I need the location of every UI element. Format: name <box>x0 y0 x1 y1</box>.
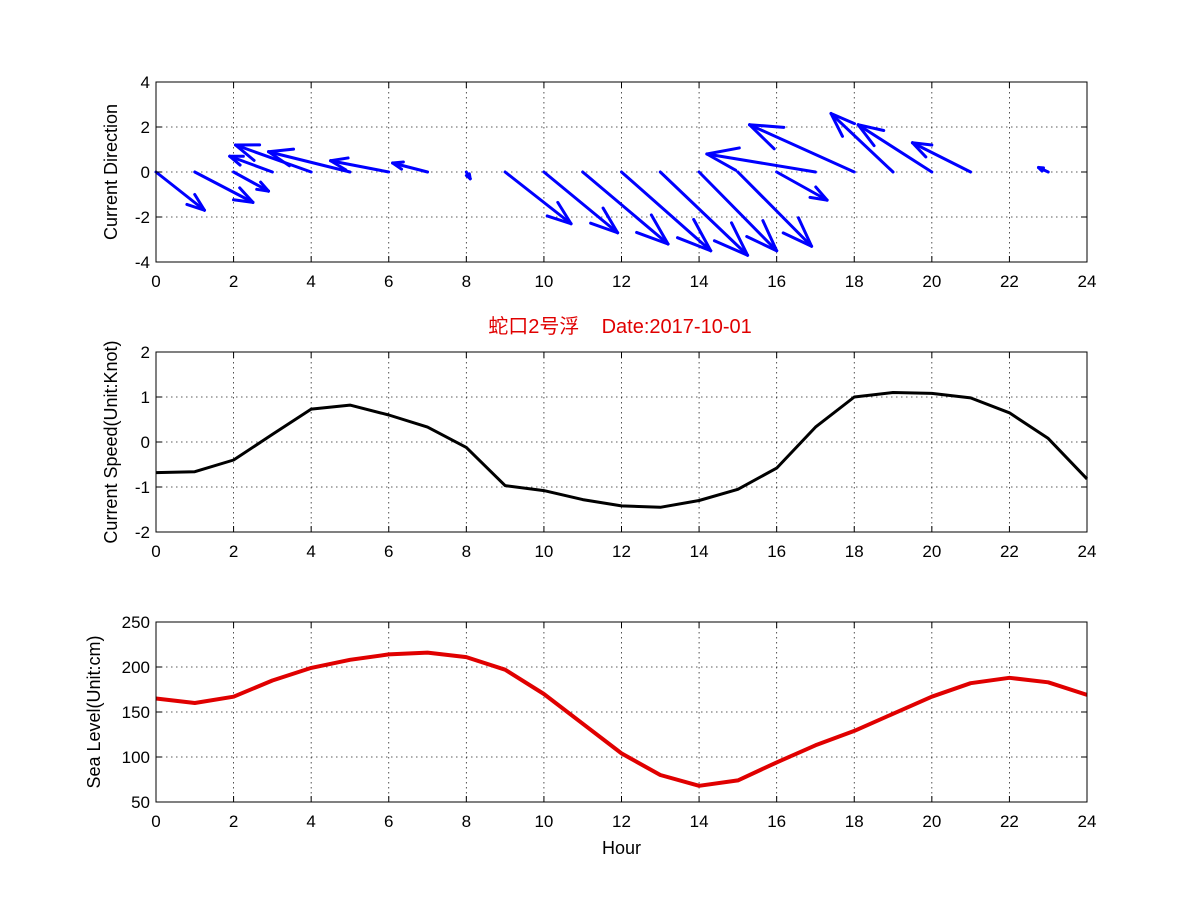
current-speed-xtick-label-3: 6 <box>384 542 393 561</box>
current-arrow-7 <box>391 160 430 174</box>
current-direction-ytick-label-3: 2 <box>141 118 150 137</box>
sea-level-ylabel: Sea Level(Unit:cm) <box>84 635 104 788</box>
current-arrow-23 <box>1037 166 1050 174</box>
sea-level-ytick-label-2: 150 <box>122 703 150 722</box>
sea-level-xlabel: Hour <box>602 838 641 858</box>
current-direction-ytick-label-2: 0 <box>141 163 150 182</box>
current-arrow-5 <box>266 147 352 174</box>
sea-level-xtick-label-3: 6 <box>384 812 393 831</box>
current-direction-ytick-label-0: -4 <box>135 253 150 272</box>
sea-level-xtick-label-1: 2 <box>229 812 238 831</box>
sea-level-xtick-label-11: 22 <box>1000 812 1019 831</box>
current-direction-xtick-label-10: 20 <box>922 272 941 291</box>
sea-level-xtick-label-5: 10 <box>534 812 553 831</box>
current-speed-ylabel: Current Speed(Unit:Knot) <box>101 340 121 543</box>
current-speed-ytick-label-0: -2 <box>135 523 150 542</box>
current-arrow-0 <box>154 170 206 212</box>
current-arrow-14 <box>697 170 779 253</box>
current-direction-xtick-label-8: 16 <box>767 272 786 291</box>
sea-level-xtick-label-0: 0 <box>151 812 160 831</box>
current-direction-xtick-label-2: 4 <box>306 272 315 291</box>
sea-level-ytick-label-3: 200 <box>122 658 150 677</box>
sea-level-xtick-label-12: 24 <box>1078 812 1097 831</box>
current-arrow-10 <box>542 170 620 235</box>
sea-level-series <box>155 650 1088 788</box>
sea-level-ytick-label-0: 50 <box>131 793 150 812</box>
sea-level-xtick-label-2: 4 <box>306 812 315 831</box>
figure-title: 蛇口2号浮 Date:2017-10-01 <box>488 315 751 338</box>
current-arrow-3 <box>228 154 274 174</box>
current-speed-xtick-label-1: 2 <box>229 542 238 561</box>
sea-level-xtick-label-7: 14 <box>690 812 709 831</box>
current-direction-xtick-label-7: 14 <box>690 272 709 291</box>
current-arrow-18 <box>748 123 856 174</box>
sea-level-xtick-label-6: 12 <box>612 812 631 831</box>
sea-level-xtick-label-10: 20 <box>922 812 941 831</box>
sea-level-xtick-label-4: 8 <box>462 812 471 831</box>
current-direction-arrows <box>154 112 1050 257</box>
sea-level-xtick-label-9: 18 <box>845 812 864 831</box>
current-speed-xtick-label-7: 14 <box>690 542 709 561</box>
current-direction-xtick-label-0: 0 <box>151 272 160 291</box>
current-speed-grid <box>156 352 1087 532</box>
sea-level-ytick-label-4: 250 <box>122 613 150 632</box>
current-arrow-21 <box>910 141 973 174</box>
current-arrow-13 <box>658 170 750 257</box>
current-direction-ylabel: Current Direction <box>101 104 121 240</box>
current-speed-xtick-label-2: 4 <box>306 542 315 561</box>
current-speed-ytick-label-3: 1 <box>141 388 150 407</box>
current-arrow-4 <box>234 143 313 174</box>
current-direction-xtick-label-12: 24 <box>1078 272 1097 291</box>
current-arrow-9 <box>503 170 573 226</box>
current-direction-xtick-label-1: 2 <box>229 272 238 291</box>
sea-level-xtick-label-8: 16 <box>767 812 786 831</box>
current-direction-xtick-label-9: 18 <box>845 272 864 291</box>
current-arrow-11 <box>581 170 670 246</box>
current-speed-ytick-label-1: -1 <box>135 478 150 497</box>
current-speed-xtick-label-12: 24 <box>1078 542 1097 561</box>
current-arrow-1 <box>193 170 255 204</box>
current-direction-xtick-label-4: 8 <box>462 272 471 291</box>
current-speed-xtick-label-6: 12 <box>612 542 631 561</box>
current-direction-xtick-label-5: 10 <box>534 272 553 291</box>
current-direction-xtick-label-3: 6 <box>384 272 393 291</box>
sea-level-ytick-label-1: 100 <box>122 748 150 767</box>
current-direction-xtick-label-11: 22 <box>1000 272 1019 291</box>
current-arrow-8 <box>464 170 472 181</box>
current-arrow-19 <box>829 112 895 174</box>
current-speed-xtick-label-9: 18 <box>845 542 864 561</box>
current-direction-ytick-label-4: 4 <box>141 73 150 92</box>
current-speed-xtick-label-8: 16 <box>767 542 786 561</box>
current-arrow-6 <box>329 156 391 174</box>
current-speed-line <box>155 391 1089 509</box>
current-speed-series <box>155 391 1089 509</box>
current-speed-xtick-label-5: 10 <box>534 542 553 561</box>
current-speed-xtick-label-4: 8 <box>462 542 471 561</box>
current-speed-ytick-label-2: 0 <box>141 433 150 452</box>
current-arrow-12 <box>620 170 713 253</box>
current-speed-xtick-label-0: 0 <box>151 542 160 561</box>
current-direction-xtick-label-6: 12 <box>612 272 631 291</box>
current-arrow-2 <box>232 170 270 193</box>
current-direction-ytick-label-1: -2 <box>135 208 150 227</box>
current-arrow-15 <box>736 170 814 248</box>
current-arrow-16 <box>775 170 829 202</box>
current-arrow-17 <box>705 146 817 174</box>
current-speed-ytick-label-4: 2 <box>141 343 150 362</box>
current-speed-xtick-label-10: 20 <box>922 542 941 561</box>
current-arrow-20 <box>856 123 934 174</box>
sea-level-line <box>155 650 1088 788</box>
current-speed-xtick-label-11: 22 <box>1000 542 1019 561</box>
